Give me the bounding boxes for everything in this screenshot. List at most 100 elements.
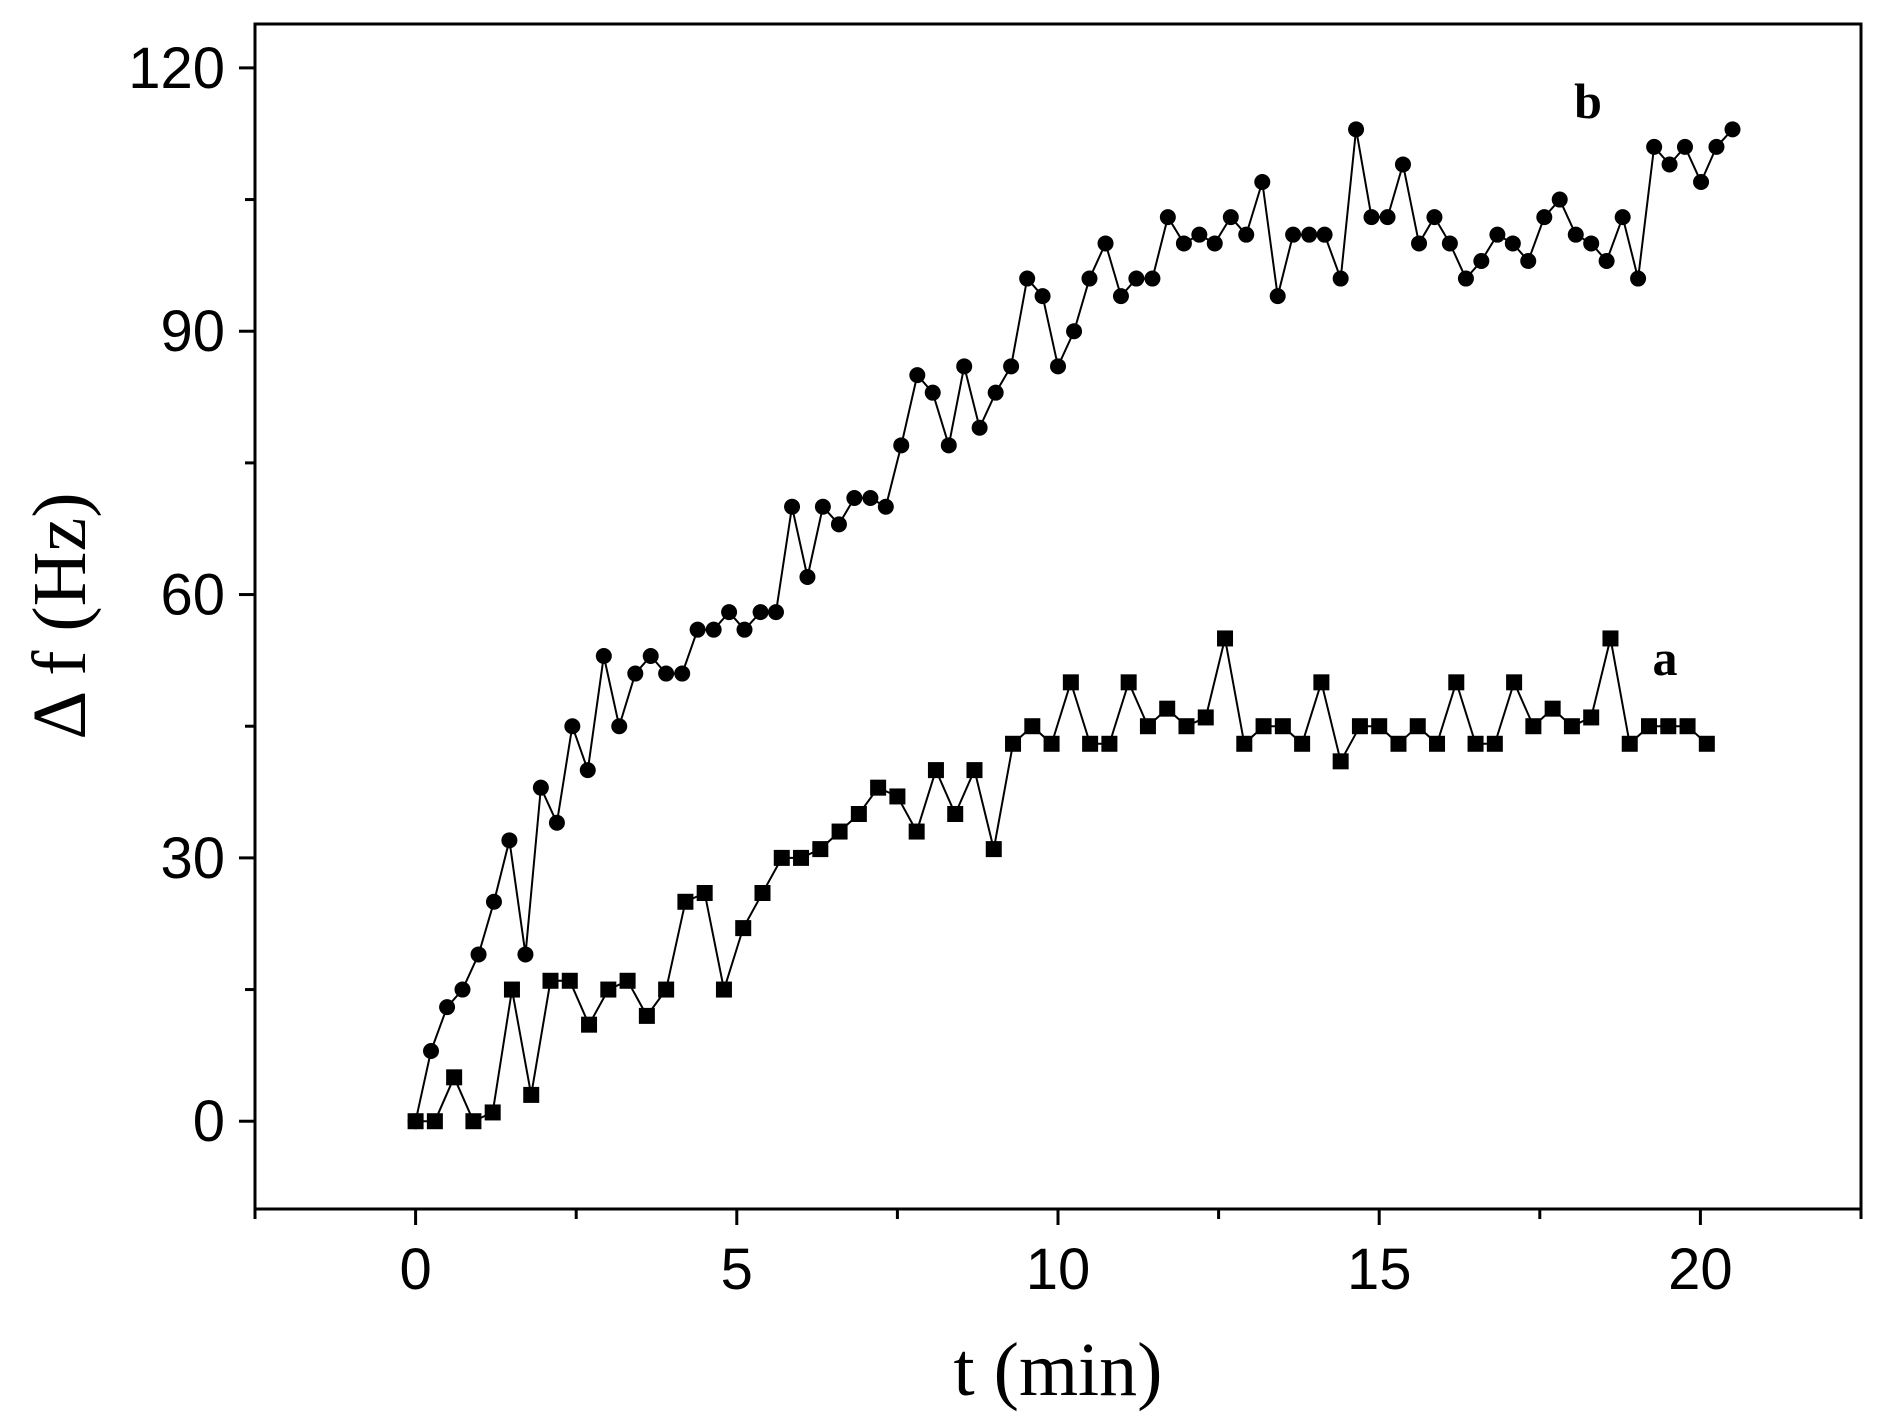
series-line (414, 128, 1734, 1122)
marker (595, 648, 612, 664)
marker (1614, 209, 1631, 226)
marker (1676, 138, 1693, 155)
marker (1269, 288, 1286, 305)
marker (503, 981, 520, 998)
marker (523, 1086, 540, 1103)
series-label: b (1574, 73, 1602, 129)
marker (1679, 718, 1696, 735)
marker (611, 718, 628, 735)
marker (1429, 735, 1446, 752)
marker (1411, 235, 1428, 252)
marker (423, 1043, 440, 1059)
marker (517, 946, 534, 963)
marker (1583, 709, 1600, 726)
marker (446, 1069, 463, 1086)
marker (1238, 226, 1255, 243)
x-axis-title: t (min) (954, 1328, 1163, 1412)
marker (1175, 235, 1192, 252)
marker (1024, 718, 1041, 735)
marker (581, 1016, 598, 1033)
marker (987, 384, 1004, 401)
marker (674, 665, 691, 682)
marker (773, 849, 790, 866)
marker (1486, 735, 1503, 752)
marker (1379, 209, 1396, 226)
marker (1178, 718, 1195, 735)
marker (439, 999, 456, 1016)
marker (985, 841, 1002, 858)
x-tick-label: 0 (399, 1237, 431, 1302)
marker (1050, 358, 1066, 375)
marker (579, 762, 596, 779)
marker (1034, 288, 1051, 305)
marker (927, 762, 944, 779)
marker (924, 384, 941, 401)
marker (1646, 138, 1663, 155)
marker (1351, 718, 1368, 735)
marker (1206, 235, 1223, 252)
marker (1019, 270, 1036, 287)
marker (638, 1007, 655, 1024)
marker (696, 885, 713, 901)
marker (1693, 174, 1710, 190)
marker (1236, 735, 1253, 752)
marker (561, 972, 578, 989)
marker (658, 665, 675, 682)
marker (1621, 735, 1638, 752)
marker (1457, 270, 1474, 287)
marker (752, 604, 769, 621)
marker (1390, 735, 1407, 752)
marker (484, 1104, 501, 1121)
marker (1313, 674, 1330, 691)
marker (1525, 718, 1542, 735)
marker (1191, 226, 1208, 243)
marker (1371, 718, 1388, 735)
marker (736, 621, 753, 638)
marker (1139, 718, 1156, 735)
marker (767, 604, 784, 621)
marker (705, 621, 722, 638)
marker (1504, 235, 1521, 252)
marker (1602, 630, 1619, 647)
x-tick-label: 15 (1347, 1237, 1412, 1302)
marker (908, 823, 925, 840)
marker (454, 981, 471, 998)
marker (1448, 674, 1465, 691)
marker (1551, 191, 1568, 208)
marker (658, 981, 675, 998)
marker (793, 849, 810, 866)
marker (619, 972, 636, 989)
marker (799, 569, 816, 585)
marker (1144, 270, 1161, 287)
marker (971, 419, 988, 436)
marker (754, 885, 771, 901)
marker (1043, 735, 1060, 752)
marker (893, 437, 910, 454)
marker (909, 367, 926, 384)
marker (1274, 718, 1291, 735)
marker (940, 437, 957, 454)
marker (1316, 226, 1333, 243)
marker (689, 621, 706, 638)
marker (1332, 753, 1349, 770)
marker (1159, 209, 1176, 226)
marker (1112, 288, 1129, 305)
marker (715, 981, 732, 998)
marker (1128, 270, 1145, 287)
marker (966, 762, 983, 779)
marker (830, 516, 847, 533)
marker (1467, 735, 1484, 752)
marker (542, 972, 559, 989)
y-tick-label: 120 (128, 36, 225, 101)
marker (501, 832, 518, 849)
marker (1598, 253, 1615, 269)
marker (1101, 735, 1118, 752)
marker (600, 981, 617, 998)
marker (1301, 226, 1318, 243)
marker (470, 946, 487, 963)
series-line (415, 638, 1708, 1123)
y-tick-label: 60 (160, 563, 225, 628)
marker (1426, 209, 1443, 226)
x-tick-label: 10 (1026, 1237, 1091, 1302)
marker (1563, 718, 1580, 735)
